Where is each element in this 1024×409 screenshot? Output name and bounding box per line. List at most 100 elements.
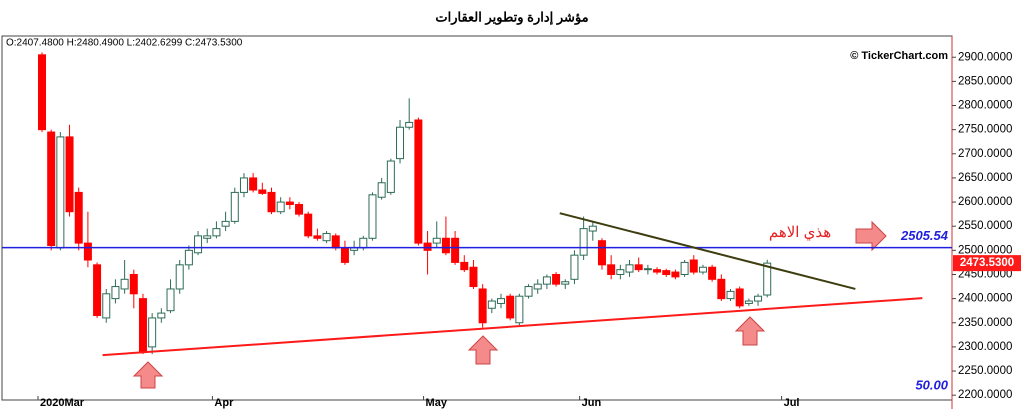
x-tick-label: 2020Mar <box>40 397 85 409</box>
chart-title: مؤشر إدارة وتطوير العقارات <box>435 9 588 25</box>
candle-body <box>597 240 606 266</box>
candle-body <box>184 249 193 266</box>
arrow-up <box>734 316 766 346</box>
candle-body <box>717 278 726 300</box>
candle-body <box>111 286 120 300</box>
candle-body <box>460 261 469 271</box>
candle-body <box>763 262 772 296</box>
annotation: هذي الاهم <box>769 224 831 241</box>
y-tick-label: 2300.0000 <box>958 341 1012 353</box>
y-tick-label: 2800.0000 <box>958 100 1012 112</box>
y-tick-label: 2700.0000 <box>958 148 1012 160</box>
arrow-right <box>855 220 887 252</box>
candle-body <box>689 259 698 273</box>
x-tick-label: Jul <box>784 397 800 409</box>
candle-body <box>405 121 414 128</box>
candle-body <box>47 131 56 247</box>
candle-body <box>368 194 377 239</box>
candle-body <box>662 270 671 275</box>
candle-body <box>497 298 505 304</box>
y-tick-label: 2850.0000 <box>958 75 1012 87</box>
candle-body <box>56 136 65 249</box>
candle-body <box>754 295 763 302</box>
candle-body <box>276 201 285 213</box>
candle-body <box>643 268 652 271</box>
candle-body <box>239 177 248 193</box>
arrow-up <box>467 335 499 365</box>
candle-body <box>625 264 634 273</box>
candle-body <box>386 160 395 193</box>
candle-body <box>423 242 432 251</box>
x-tick-label: May <box>426 397 448 409</box>
candle-body <box>38 54 46 131</box>
candle-body <box>708 266 717 280</box>
hline-label: 2505.54 <box>900 228 949 243</box>
candle-body <box>698 266 707 273</box>
candle-body <box>203 235 212 239</box>
candle-body <box>506 295 515 319</box>
indicator-label: 50.00 <box>915 377 948 392</box>
candle-body <box>607 264 616 275</box>
candle-body <box>258 189 267 194</box>
candle-body <box>359 237 368 249</box>
candle-body <box>340 247 349 263</box>
candle-body <box>295 203 304 215</box>
ohlc-text: O:2407.4800 H:2480.4900 L:2402.6299 C:24… <box>6 38 243 49</box>
y-tick-label: 2200.0000 <box>958 389 1012 401</box>
candle-body <box>552 273 561 285</box>
candle-body <box>524 286 533 297</box>
candle-body <box>194 235 203 254</box>
candle-body <box>744 300 753 304</box>
candle-body <box>313 235 322 239</box>
candle-body <box>74 191 83 244</box>
candle-body <box>396 126 405 160</box>
candle-body <box>680 261 689 275</box>
candle-body <box>267 191 276 213</box>
candle-body <box>93 264 102 317</box>
candle-body <box>304 213 313 237</box>
candle-body <box>102 293 111 319</box>
candle-body <box>166 288 175 312</box>
candle-body <box>653 269 662 273</box>
last-price-box <box>953 255 1021 272</box>
candle-body <box>487 300 496 309</box>
trendline <box>102 297 923 357</box>
candle-body <box>441 237 450 254</box>
candle-body <box>616 269 625 275</box>
watermark: © TickerChart.com <box>850 50 948 62</box>
candle-body <box>542 276 551 285</box>
candle-body <box>331 235 340 249</box>
last-price-label: 2473.5300 <box>960 257 1014 269</box>
candle-body <box>726 290 735 300</box>
y-tick-label: 2550.0000 <box>958 220 1012 232</box>
candle-body <box>157 312 166 319</box>
y-tick-label: 2350.0000 <box>958 317 1012 329</box>
candle-body <box>175 264 184 290</box>
candle-body <box>561 281 570 285</box>
candle-body <box>414 119 423 244</box>
candle-body <box>469 266 478 288</box>
candle-body <box>432 237 441 244</box>
trendline <box>559 212 856 290</box>
candle-body <box>212 228 221 237</box>
y-tick-label: 2400.0000 <box>958 293 1012 305</box>
candle-body <box>65 136 74 213</box>
candle-body <box>249 177 258 191</box>
y-tick-label: 2250.0000 <box>958 365 1012 377</box>
arrows <box>132 220 887 389</box>
y-tick-label: 2500.0000 <box>958 244 1012 256</box>
candle-body <box>138 298 147 353</box>
candle-body <box>570 254 579 280</box>
candle-body <box>735 288 744 307</box>
candle-body <box>451 237 460 263</box>
y-tick-label: 2900.0000 <box>958 51 1012 63</box>
candle-body <box>148 317 157 348</box>
candle-body <box>533 283 542 290</box>
candle-body <box>671 271 680 278</box>
candle-body <box>478 288 487 324</box>
candle-body <box>322 232 331 242</box>
candle-body <box>579 228 588 256</box>
